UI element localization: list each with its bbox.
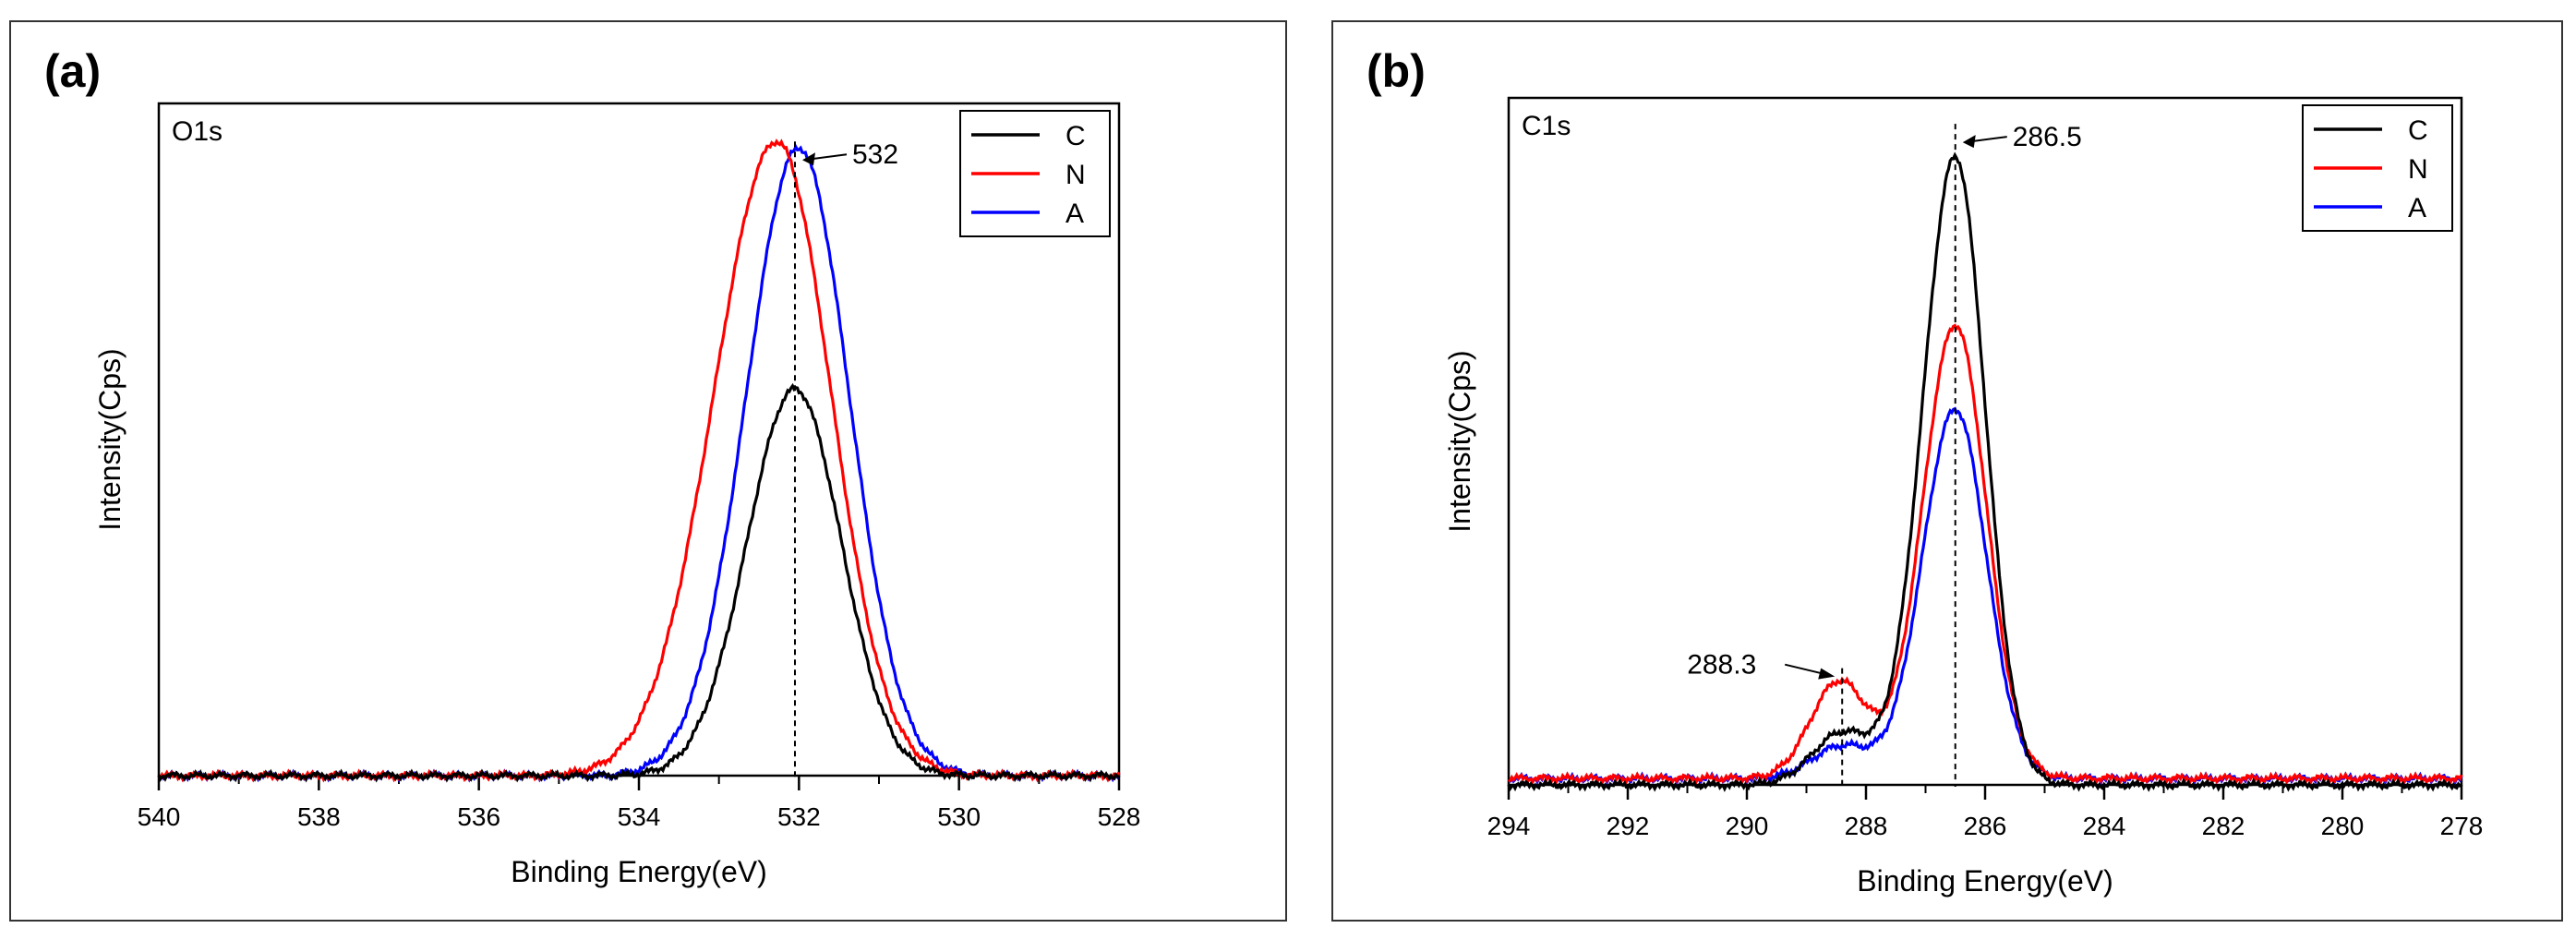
x-tick-label-532: 532 xyxy=(777,802,821,831)
legend-label-N: N xyxy=(1065,160,1086,190)
annotation-label: 532 xyxy=(852,139,898,170)
x-tick-label-290: 290 xyxy=(1726,812,1769,840)
annotation-arrowhead xyxy=(1818,668,1836,680)
x-tick-label-538: 538 xyxy=(297,802,341,831)
x-tick-label-292: 292 xyxy=(1607,812,1650,840)
series-line-A xyxy=(1508,406,2463,786)
legend-label-A: A xyxy=(2408,193,2426,223)
chart-a-svg: 540 538 536 534 532 530 528 Binding Energy(eV) I… xyxy=(93,102,1141,888)
annotation-arrowhead xyxy=(1962,135,1976,149)
series-line-N xyxy=(1508,323,2463,786)
x-tick-label-536: 536 xyxy=(457,802,500,831)
x-tick-label-278: 278 xyxy=(2440,812,2484,840)
x-tick-label-286: 286 xyxy=(1964,812,2007,840)
annotation-arrowhead xyxy=(802,152,815,166)
x-axis-label: Binding Energy(eV) xyxy=(511,855,766,888)
panel-label-a: (a) xyxy=(44,45,102,97)
x-tick-label-530: 530 xyxy=(937,802,981,831)
x-tick-label-534: 534 xyxy=(618,802,661,831)
chart-panel-b: (b) 294 292 290 288 286 284 282 280 278 Binding E… xyxy=(1331,20,2563,922)
series-line-C xyxy=(157,382,1120,783)
x-tick-label-280: 280 xyxy=(2321,812,2365,840)
annotation-label: 286.5 xyxy=(2013,122,2082,152)
x-axis-label: Binding Energy(eV) xyxy=(1857,864,2113,898)
legend-label-C: C xyxy=(1065,121,1086,151)
x-tick-label-284: 284 xyxy=(2083,812,2126,840)
y-axis-label: Intensity(Cps) xyxy=(1443,350,1476,532)
peak-label: O1s xyxy=(172,116,223,147)
x-tick-label-288: 288 xyxy=(1845,812,1888,840)
y-axis-label: Intensity(Cps) xyxy=(93,348,126,530)
legend-label-N: N xyxy=(2408,154,2428,185)
chart-b-svg: 294 292 290 288 286 284 282 280 278 Binding Energ… xyxy=(1443,96,2484,898)
peak-label: C1s xyxy=(1522,111,1571,141)
series-line-C xyxy=(1507,151,2462,792)
panel-label-b: (b) xyxy=(1366,45,1426,97)
x-tick-label-282: 282 xyxy=(2202,812,2245,840)
legend-label-C: C xyxy=(2408,115,2428,146)
series-line-A xyxy=(158,143,1121,783)
annotation-label: 288.3 xyxy=(1687,650,1756,681)
x-tick-label-294: 294 xyxy=(1487,812,1531,840)
x-tick-label-540: 540 xyxy=(138,802,181,831)
x-tick-label-528: 528 xyxy=(1098,802,1141,831)
legend-label-A: A xyxy=(1065,199,1084,229)
chart-panel-a: (a) 540 538 536 534 532 530 528 Binding Energy(… xyxy=(9,20,1287,922)
